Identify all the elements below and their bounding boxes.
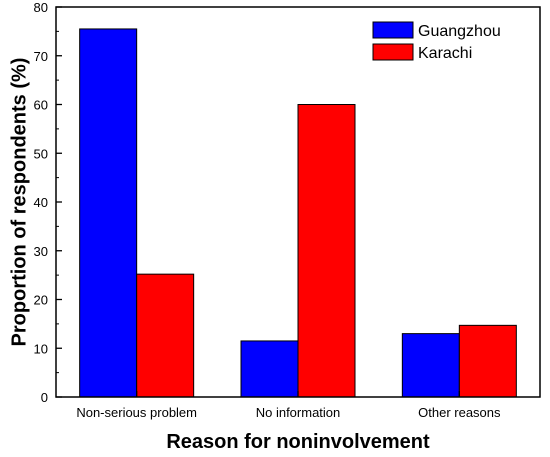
legend-label-karachi: Karachi [418, 45, 472, 62]
x-tick-label: Non-serious problem [76, 405, 197, 420]
legend-label-guangzhou: Guangzhou [418, 23, 501, 40]
y-tick-label: 20 [34, 293, 48, 308]
x-tick-label: Other reasons [418, 405, 501, 420]
bar-karachi-2 [297, 104, 356, 398]
y-axis: 0 10 20 30 40 50 60 70 80 [34, 0, 62, 405]
bars-layer [79, 28, 517, 398]
legend-swatch-guangzhou [372, 21, 414, 39]
y-tick-label: 80 [34, 0, 48, 15]
bar-karachi-3 [458, 324, 517, 398]
y-tick-label: 0 [41, 390, 48, 405]
bar-guangzhou-1 [79, 28, 138, 398]
x-tick-label: No information [256, 405, 341, 420]
y-tick-label: 30 [34, 244, 48, 259]
y-tick-label: 70 [34, 49, 48, 64]
x-axis: Non-serious problem No information Other r… [76, 391, 501, 420]
y-tick-label: 10 [34, 341, 48, 356]
y-tick-label: 60 [34, 98, 48, 113]
bar-guangzhou-3 [401, 333, 460, 398]
bar-guangzhou-2 [240, 340, 299, 398]
bar-karachi-1 [136, 273, 195, 398]
y-tick-label: 50 [34, 146, 48, 161]
y-axis-title: Proportion of respondents (%) [8, 58, 30, 347]
legend-swatch-karachi [372, 43, 414, 61]
y-tick-label: 40 [34, 195, 48, 210]
x-axis-title: Reason for noninvolvement [166, 431, 430, 453]
legend: Guangzhou Karachi [372, 21, 501, 62]
